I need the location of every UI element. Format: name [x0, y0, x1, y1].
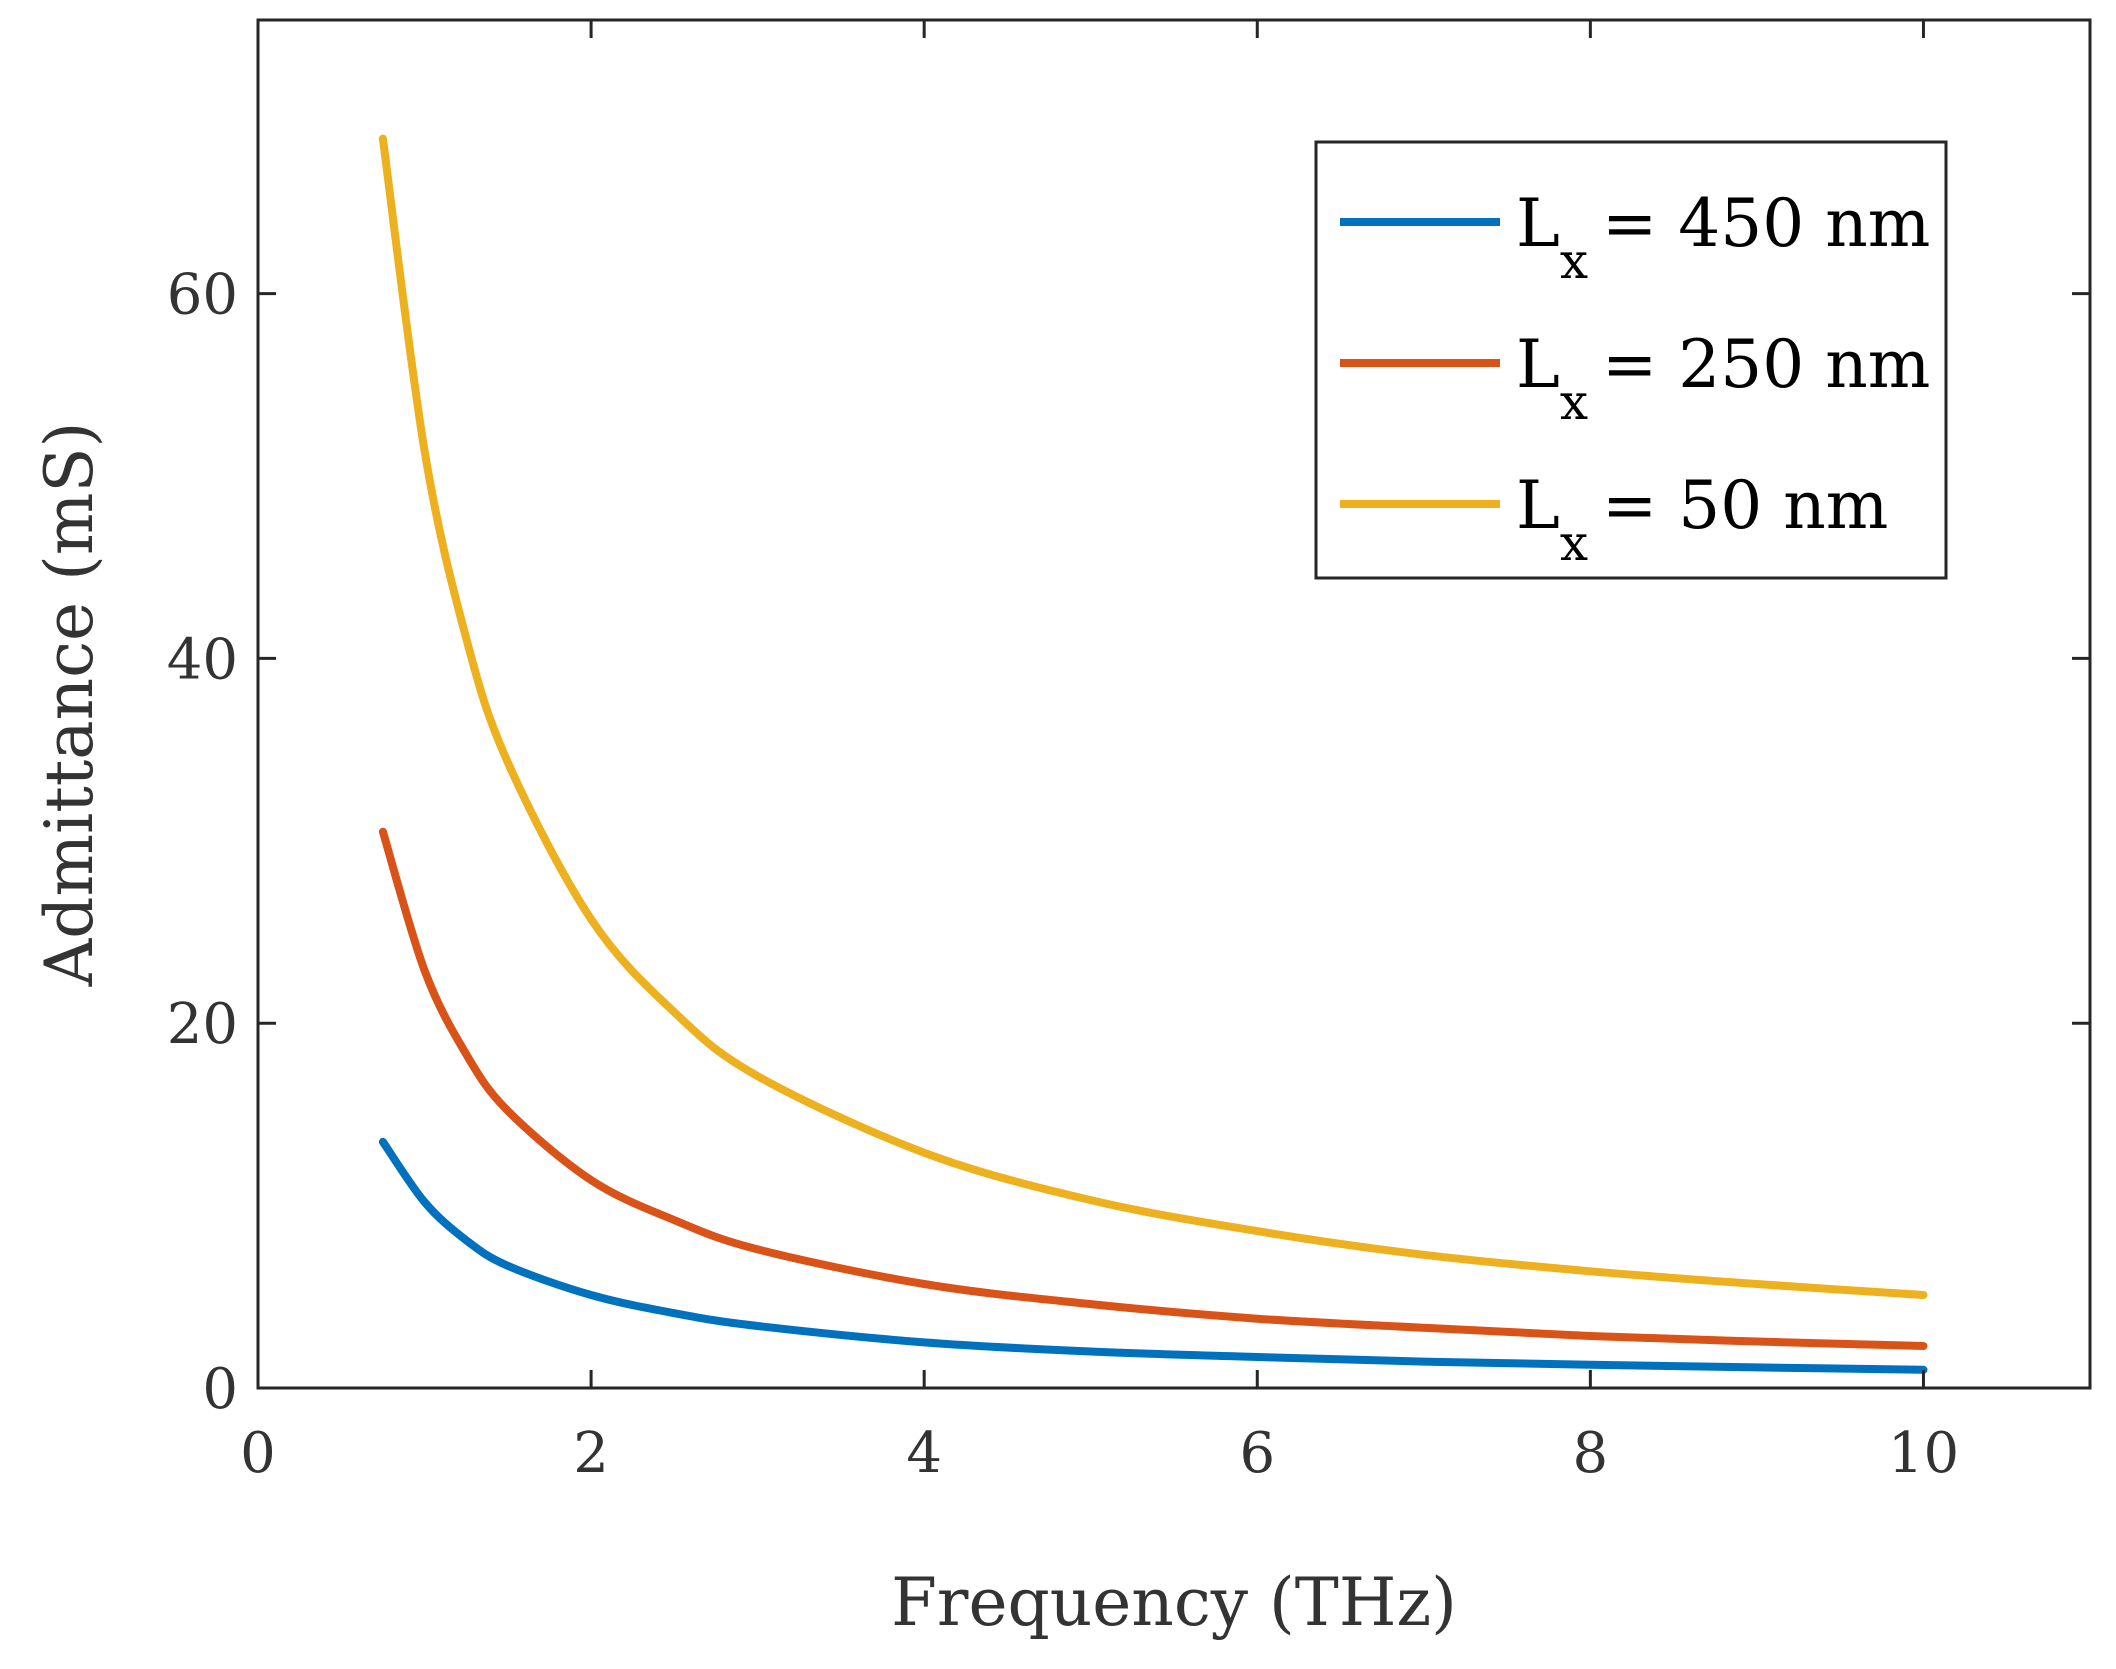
x-tick-label: 0 — [240, 1421, 276, 1486]
y-tick-label: 40 — [167, 627, 238, 692]
series-line-2 — [378, 134, 1928, 1299]
x-tick-label: 4 — [906, 1421, 942, 1486]
series-line-0 — [378, 1137, 1928, 1374]
x-tick-label: 8 — [1573, 1421, 1609, 1486]
legend-label-2: Lx = 50 nm — [1516, 467, 1888, 572]
x-tick-label: 2 — [573, 1421, 609, 1486]
legend-label-main: L — [1516, 467, 1560, 544]
legend-label-main: L — [1516, 185, 1560, 262]
y-tick-label: 60 — [167, 263, 238, 328]
tick-layer: 0 2 4 6 8 10 0 20 40 60 — [167, 20, 2090, 1486]
legend-label-suffix: = 50 nm — [1602, 467, 1888, 544]
y-tick-label: 0 — [202, 1357, 238, 1422]
legend-label-suffix: = 450 nm — [1602, 185, 1930, 262]
legend-label-0: Lx = 450 nm — [1516, 185, 1930, 290]
y-tick-label: 20 — [167, 992, 238, 1057]
legend-label-subscript: x — [1560, 373, 1588, 431]
legend-label-subscript: x — [1560, 514, 1588, 572]
x-tick-label: 10 — [1888, 1421, 1959, 1486]
series-layer — [378, 134, 1928, 1374]
x-tick-label: 6 — [1239, 1421, 1275, 1486]
x-axis-title: Frequency (THz) — [891, 1564, 1457, 1641]
y-axis-title: Admittance (mS) — [31, 422, 108, 988]
legend-label-subscript: x — [1560, 232, 1588, 290]
legend-label-suffix: = 250 nm — [1602, 326, 1930, 403]
series-line-1 — [378, 827, 1928, 1350]
legend-label-main: L — [1516, 326, 1560, 403]
legend-label-1: Lx = 250 nm — [1516, 326, 1930, 431]
